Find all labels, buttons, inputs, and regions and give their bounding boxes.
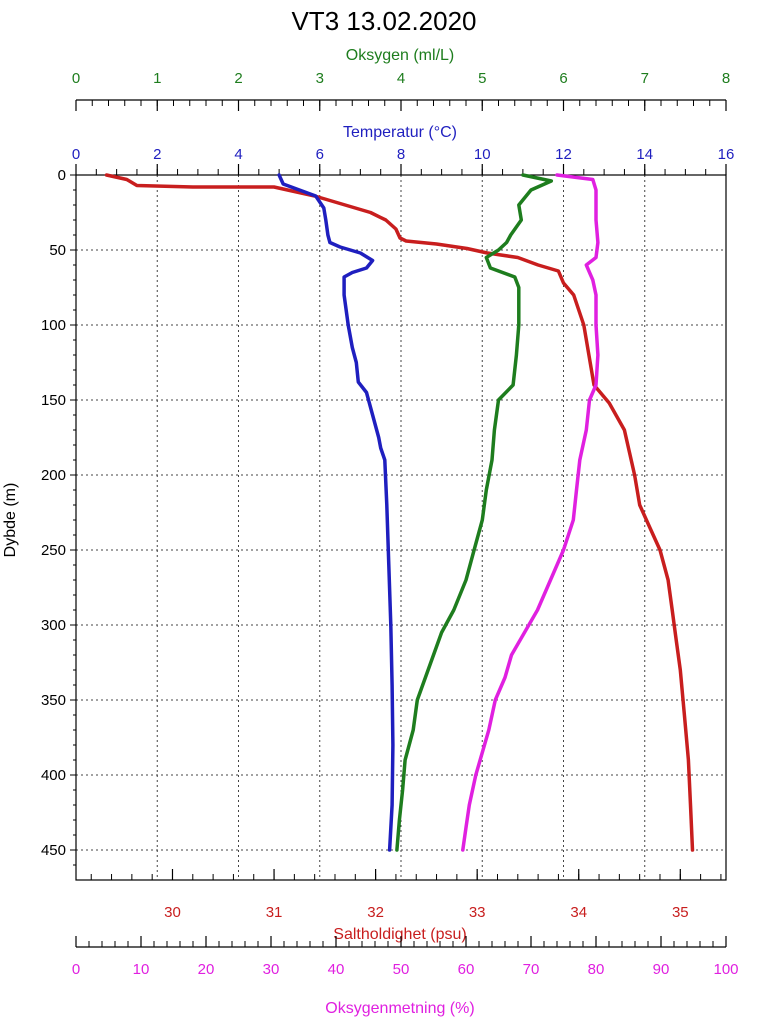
temperature-tick-label: 12 <box>555 146 572 163</box>
depth-tick-label: 250 <box>41 542 66 559</box>
oxygen-tick-label: 1 <box>153 70 161 87</box>
salinity-tick-label: 34 <box>570 904 587 921</box>
series-lines <box>104 173 695 852</box>
oxygen-tick-label: 2 <box>234 70 242 87</box>
depth-axis-label: Dybde (m) <box>2 483 19 558</box>
oxygen-tick-label: 6 <box>559 70 567 87</box>
temperature-tick-label: 14 <box>636 146 653 163</box>
saturation-tick-label: 10 <box>133 961 150 978</box>
chart-title: VT3 13.02.2020 <box>291 6 476 36</box>
salinity-tick-label: 35 <box>672 904 689 921</box>
saturation-tick-label: 80 <box>588 961 605 978</box>
depth-tick-label: 50 <box>49 242 66 259</box>
depth-tick-label: 150 <box>41 392 66 409</box>
depth-tick-label: 0 <box>58 167 66 184</box>
temperature-tick-label: 8 <box>397 146 405 163</box>
temperature-tick-label: 0 <box>72 146 80 163</box>
saturation-tick-label: 0 <box>72 961 80 978</box>
temperature-tick-label: 10 <box>474 146 491 163</box>
salinity-profile-line <box>104 173 695 852</box>
temperature-tick-label: 2 <box>153 146 161 163</box>
temperature-tick-label: 16 <box>718 146 735 163</box>
oxygen-tick-label: 0 <box>72 70 80 87</box>
oxygen-tick-label: 5 <box>478 70 486 87</box>
depth-tick-label: 100 <box>41 317 66 334</box>
temperature-tick-label: 6 <box>316 146 324 163</box>
depth-tick-label: 300 <box>41 617 66 634</box>
saturation-tick-label: 60 <box>458 961 475 978</box>
salinity-tick-label: 30 <box>164 904 181 921</box>
oxygen-profile-line <box>395 173 554 852</box>
saturation-tick-label: 40 <box>328 961 345 978</box>
saturation-tick-label: 50 <box>393 961 410 978</box>
oxygen-axis-label: Oksygen (ml/L) <box>346 47 454 64</box>
salinity-tick-label: 32 <box>367 904 384 921</box>
gridlines <box>76 175 726 880</box>
salinity-axis-label: Saltholdighet (psu) <box>333 926 466 943</box>
depth-tick-label: 450 <box>41 842 66 859</box>
saturation-tick-label: 90 <box>653 961 670 978</box>
depth-tick-label: 350 <box>41 692 66 709</box>
saturation-tick-label: 20 <box>198 961 215 978</box>
saturation-axis-label: Oksygenmetning (%) <box>325 1000 474 1017</box>
depth-tick-label: 400 <box>41 767 66 784</box>
temperature-axis-label: Temperatur (°C) <box>343 124 457 141</box>
salinity-tick-label: 31 <box>266 904 283 921</box>
depth-tick-label: 200 <box>41 467 66 484</box>
temperature-tick-label: 4 <box>234 146 242 163</box>
saturation-tick-label: 30 <box>263 961 280 978</box>
temperature-profile-line <box>277 173 395 852</box>
oxygen-tick-label: 8 <box>722 70 730 87</box>
oxygen-tick-label: 4 <box>397 70 405 87</box>
saturation-profile-line <box>461 173 600 852</box>
oxygen-tick-label: 3 <box>316 70 324 87</box>
saturation-tick-label: 70 <box>523 961 540 978</box>
oxygen-tick-label: 7 <box>641 70 649 87</box>
saturation-tick-label: 100 <box>713 961 738 978</box>
salinity-tick-label: 33 <box>469 904 486 921</box>
